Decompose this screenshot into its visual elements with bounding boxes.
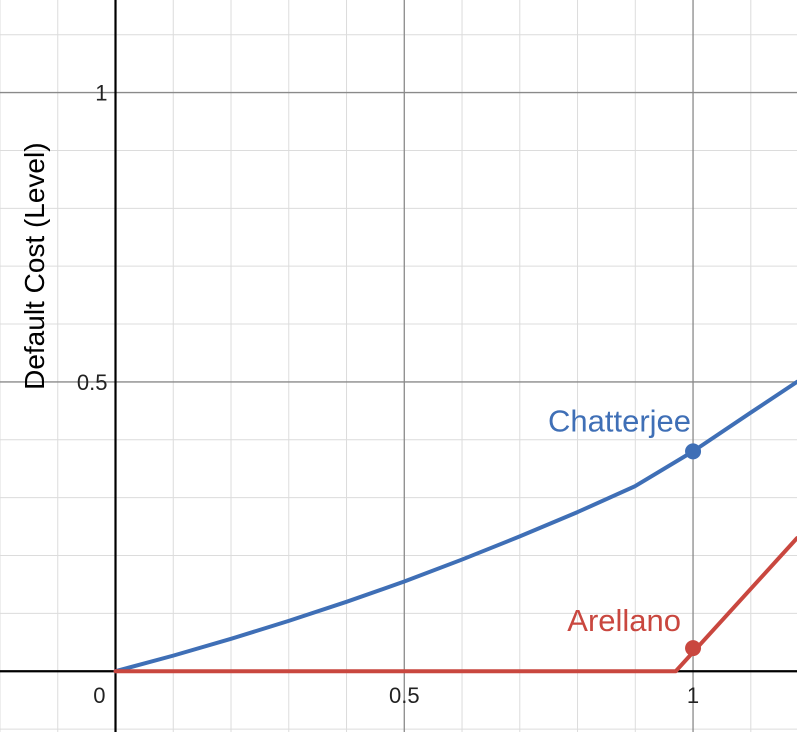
series-label-arellano: Arellano	[567, 603, 681, 638]
x-tick-label: 0.5	[389, 683, 420, 708]
y-tick-label: 1	[95, 81, 107, 106]
series-layer: Chatterjee Arellano	[113, 379, 797, 674]
tick-labels: 0.5 1 0.5 1 0	[77, 81, 699, 709]
origin-tick-label: 0	[93, 683, 105, 708]
y-tick-label: 0.5	[77, 370, 108, 395]
series-point-arellano	[685, 640, 702, 657]
series-point-chatterjee	[685, 443, 702, 460]
y-axis-label: Default Cost (Level)	[19, 142, 50, 389]
series-line-arellano	[113, 536, 797, 674]
series-label-chatterjee: Chatterjee	[548, 403, 691, 438]
x-tick-label: 1	[687, 683, 699, 708]
